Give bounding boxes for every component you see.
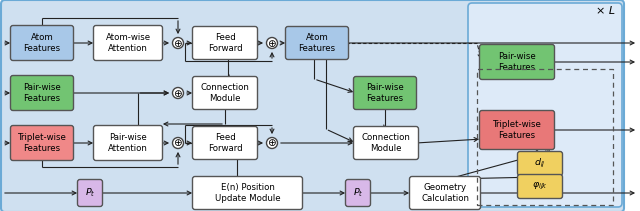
Text: $\oplus$: $\oplus$	[173, 138, 183, 149]
Text: $P_t$: $P_t$	[353, 187, 364, 199]
FancyBboxPatch shape	[518, 151, 563, 176]
FancyBboxPatch shape	[518, 174, 563, 199]
FancyBboxPatch shape	[479, 45, 554, 80]
FancyBboxPatch shape	[93, 126, 163, 161]
FancyBboxPatch shape	[1, 0, 624, 211]
FancyBboxPatch shape	[10, 76, 74, 111]
Text: $P_t$: $P_t$	[84, 187, 95, 199]
Circle shape	[173, 38, 184, 49]
Circle shape	[266, 138, 278, 149]
Text: Atom
Features: Atom Features	[24, 33, 61, 53]
Circle shape	[266, 38, 278, 49]
Text: Atom-wise
Attention: Atom-wise Attention	[106, 33, 150, 53]
Text: Triplet-wise
Features: Triplet-wise Features	[493, 120, 541, 140]
Text: Connection
Module: Connection Module	[362, 133, 410, 153]
Circle shape	[173, 88, 184, 99]
Text: $\varphi_{ijk}$: $\varphi_{ijk}$	[532, 181, 548, 192]
Text: × L: × L	[596, 6, 616, 16]
Text: Pair-wise
Features: Pair-wise Features	[498, 52, 536, 72]
FancyBboxPatch shape	[10, 26, 74, 61]
FancyBboxPatch shape	[285, 27, 349, 60]
Text: Pair-wise
Features: Pair-wise Features	[366, 83, 404, 103]
FancyBboxPatch shape	[353, 127, 419, 160]
FancyBboxPatch shape	[10, 126, 74, 161]
FancyBboxPatch shape	[479, 111, 554, 150]
Text: Geometry
Calculation: Geometry Calculation	[421, 183, 469, 203]
Text: E(n) Position
Update Module: E(n) Position Update Module	[214, 183, 280, 203]
FancyBboxPatch shape	[410, 176, 481, 210]
Text: $d_{ij}$: $d_{ij}$	[534, 157, 546, 170]
Text: Atom
Features: Atom Features	[298, 33, 335, 53]
FancyBboxPatch shape	[193, 77, 257, 110]
FancyBboxPatch shape	[353, 77, 417, 110]
Text: $\oplus$: $\oplus$	[267, 138, 277, 149]
FancyBboxPatch shape	[193, 27, 257, 60]
Text: Pair-wise
Features: Pair-wise Features	[23, 83, 61, 103]
Text: Pair-wise
Attention: Pair-wise Attention	[108, 133, 148, 153]
Text: Feed
Forward: Feed Forward	[208, 33, 243, 53]
FancyBboxPatch shape	[77, 180, 102, 207]
Text: Feed
Forward: Feed Forward	[208, 133, 243, 153]
Text: Connection
Module: Connection Module	[200, 83, 250, 103]
Circle shape	[173, 138, 184, 149]
Text: $\oplus$: $\oplus$	[173, 88, 183, 99]
FancyBboxPatch shape	[346, 180, 371, 207]
FancyBboxPatch shape	[193, 127, 257, 160]
FancyBboxPatch shape	[193, 176, 303, 210]
Text: $\oplus$: $\oplus$	[173, 38, 183, 49]
FancyBboxPatch shape	[93, 26, 163, 61]
Text: Triplet-wise
Features: Triplet-wise Features	[17, 133, 67, 153]
FancyBboxPatch shape	[468, 3, 622, 207]
Text: $\oplus$: $\oplus$	[267, 38, 277, 49]
